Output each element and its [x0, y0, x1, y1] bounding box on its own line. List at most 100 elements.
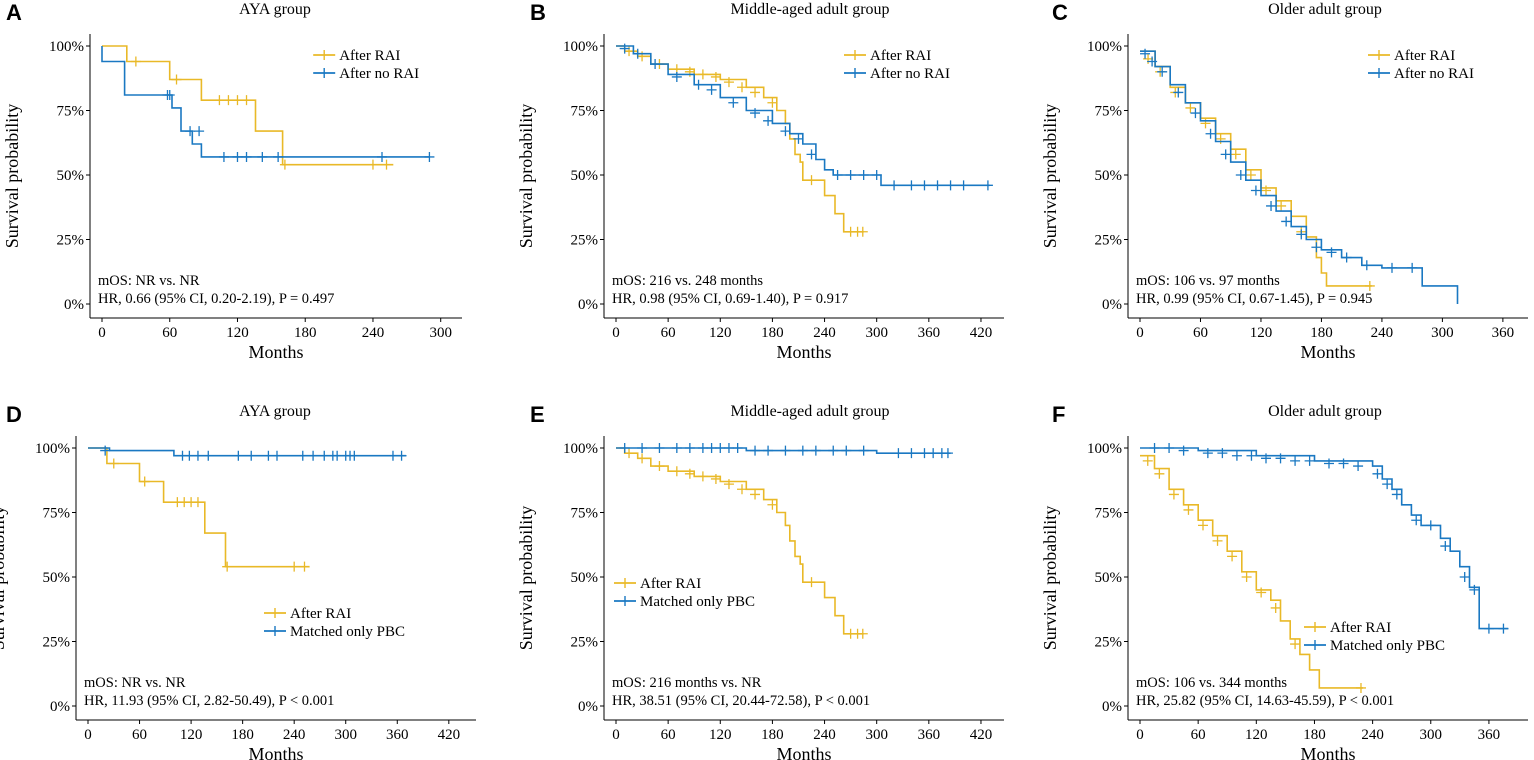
- censor-mark: [832, 170, 843, 180]
- censor-mark: [130, 56, 141, 67]
- x-axis-label: Months: [248, 744, 303, 760]
- panel-f: F Older adult group 0% 25% 50% 75% 100% 0 60 120 1…: [1040, 402, 1528, 760]
- x-tick-label: 420: [970, 727, 993, 743]
- censor-mark: [806, 175, 817, 186]
- annotation-text: mOS: 106 vs. 344 months: [1136, 675, 1287, 691]
- censor-mark: [828, 445, 839, 456]
- censor-mark: [1230, 149, 1241, 160]
- panel-label: A: [6, 0, 22, 25]
- x-tick-label: 240: [1371, 325, 1394, 341]
- censor-mark: [693, 79, 704, 90]
- x-tick-label: 300: [865, 727, 888, 743]
- censor-mark: [257, 151, 268, 162]
- censor-mark: [1382, 479, 1393, 490]
- y-tick-label: 50%: [1095, 168, 1123, 184]
- x-axis-label: Months: [1300, 744, 1355, 760]
- panel-label: E: [530, 402, 545, 427]
- censor-mark: [1341, 252, 1352, 263]
- censor-mark: [1266, 200, 1277, 211]
- censor-mark: [650, 59, 661, 70]
- censor-mark: [1157, 66, 1168, 77]
- censor-mark: [381, 159, 392, 170]
- censor-mark: [1235, 170, 1246, 180]
- censor-mark: [233, 450, 244, 461]
- censor-mark: [203, 450, 214, 461]
- censor-mark: [297, 450, 308, 461]
- panel-label: C: [1052, 0, 1068, 25]
- annotation-text: HR, 25.82 (95% CI, 14.63-45.59), P < 0.0…: [1136, 693, 1394, 709]
- x-tick-label: 0: [84, 727, 92, 743]
- legend-label: After no RAI: [870, 66, 950, 82]
- y-tick-label: 100%: [1087, 39, 1122, 55]
- censor-mark: [857, 628, 868, 639]
- censor-mark: [387, 450, 398, 461]
- censor-mark: [858, 170, 869, 180]
- x-tick-label: 60: [132, 727, 147, 743]
- censor-mark: [279, 159, 290, 170]
- panel-a: A AYA group 0% 25% 50% 75% 100% 0 60 120 180 240 300…: [2, 0, 462, 362]
- y-tick-label: 75%: [571, 506, 599, 522]
- censor-mark: [793, 133, 804, 144]
- x-tick-label: 0: [1136, 727, 1144, 743]
- censor-mark: [841, 445, 852, 456]
- panel-e: E Middle-aged adult group 0% 25% 50% 75% 100% 0…: [516, 402, 1004, 760]
- y-tick-label: 75%: [1095, 506, 1123, 522]
- censor-mark: [945, 180, 956, 191]
- x-tick-label: 180: [761, 325, 784, 341]
- y-tick-label: 100%: [1087, 441, 1122, 457]
- y-tick-label: 0%: [578, 699, 598, 715]
- censor-mark: [289, 561, 300, 572]
- censor-mark: [797, 445, 808, 456]
- y-tick-label: 25%: [1095, 233, 1123, 249]
- censor-mark: [906, 448, 917, 459]
- y-tick-label: 25%: [43, 635, 71, 651]
- censor-mark: [697, 471, 708, 482]
- censor-mark: [737, 82, 747, 93]
- y-axis-label: Survival probability: [2, 104, 22, 248]
- y-tick-label: 75%: [57, 104, 85, 120]
- survival-curve-rai: [102, 45, 394, 166]
- x-tick-label: 120: [1245, 727, 1268, 743]
- censor-mark: [222, 561, 233, 572]
- x-tick-label: 180: [231, 727, 254, 743]
- censor-mark: [1250, 185, 1261, 196]
- censor-mark: [164, 90, 175, 101]
- y-tick-label: 50%: [571, 570, 599, 586]
- censor-mark: [319, 450, 330, 461]
- censor-mark: [1256, 587, 1267, 598]
- legend-label: After RAI: [339, 48, 400, 64]
- panel-title: Middle-aged adult group: [730, 1, 889, 18]
- x-tick-label: 360: [1478, 727, 1501, 743]
- y-axis-label: Survival probability: [0, 506, 8, 650]
- x-tick-label: 300: [1420, 727, 1443, 743]
- censor-mark: [1231, 450, 1242, 461]
- censor-mark: [1281, 216, 1292, 227]
- x-tick-label: 240: [813, 727, 836, 743]
- x-tick-label: 360: [918, 325, 941, 341]
- censor-mark: [1296, 229, 1307, 240]
- legend-label: Matched only PBC: [290, 624, 405, 640]
- censor-mark: [367, 159, 378, 170]
- annotation-text: mOS: 216 vs. 248 months: [612, 273, 763, 289]
- censor-mark: [1338, 458, 1349, 469]
- censor-mark: [1227, 551, 1238, 562]
- x-tick-label: 240: [283, 727, 306, 743]
- x-tick-label: 240: [813, 325, 836, 341]
- censor-mark: [1261, 185, 1271, 196]
- censor-mark: [218, 151, 229, 162]
- censor-mark: [1459, 572, 1470, 582]
- annotation-text: mOS: 106 vs. 97 months: [1136, 273, 1280, 289]
- censor-mark: [697, 69, 708, 80]
- censor-mark: [1147, 56, 1158, 67]
- censor-mark: [396, 450, 407, 461]
- x-axis-label: Months: [776, 744, 831, 760]
- censor-mark: [780, 445, 791, 456]
- panel-title: Middle-aged adult group: [730, 403, 889, 420]
- censor-mark: [1245, 170, 1256, 180]
- censor-mark: [1407, 262, 1418, 273]
- legend-label: Matched only PBC: [640, 594, 755, 610]
- censor-mark: [654, 461, 665, 472]
- censor-mark: [697, 443, 708, 453]
- censor-mark: [632, 48, 643, 59]
- censor-mark: [1149, 443, 1160, 453]
